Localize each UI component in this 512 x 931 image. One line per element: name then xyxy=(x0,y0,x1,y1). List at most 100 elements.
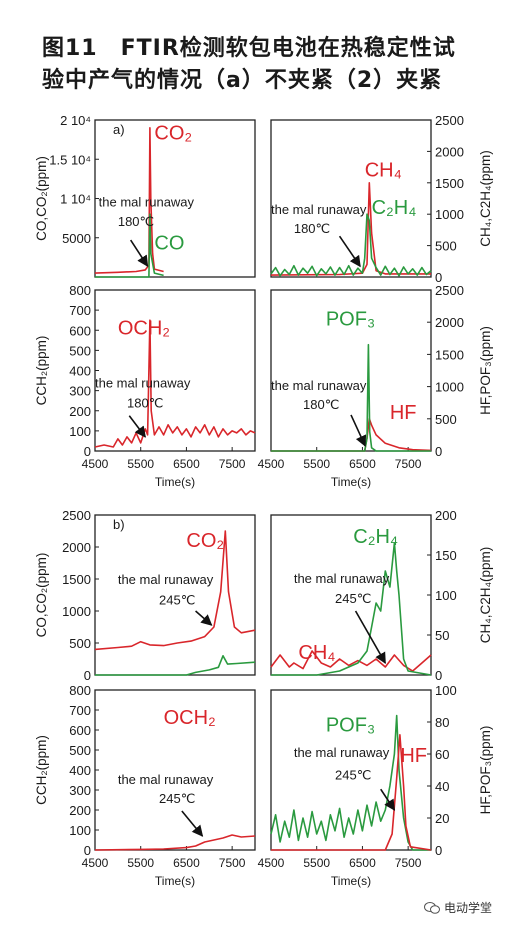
plot-frame xyxy=(94,289,256,452)
annotation-label: the mal runaway xyxy=(294,571,390,586)
y-tick-label: 2500 xyxy=(62,508,91,523)
annotation-label: HF xyxy=(400,745,427,767)
series-line-hf xyxy=(271,734,432,851)
x-tick-label: 4500 xyxy=(82,856,109,870)
y-tick-label: 2500 xyxy=(435,283,464,298)
chart-panel-b-top-left: 0 500 1000 1500 2000 2500 CO,CO₂(ppm) b) CO₂ the … xyxy=(34,508,256,683)
figure-title-line2: 验中产气的情况（a）不夹紧（2）夹紧 xyxy=(42,68,443,93)
annotation-label: OCH₂ xyxy=(118,317,170,339)
y-tick-label: 0 xyxy=(84,444,91,459)
y-axis-label: CH₄,C2H₄(ppm) xyxy=(478,547,493,644)
x-tick-label: 6500 xyxy=(349,457,376,471)
annotation-label: 245℃ xyxy=(335,768,371,783)
annotation-label: CO₂ xyxy=(154,123,192,145)
y-axis-label: HF,POF₃(ppm) xyxy=(478,326,493,415)
annotation-label: the mal runaway xyxy=(99,194,195,209)
y-tick-label: 200 xyxy=(435,508,457,523)
annotation-arrow xyxy=(181,810,204,837)
y-tick-label: 100 xyxy=(69,424,91,439)
annotation-arrow xyxy=(338,235,361,268)
y-tick-label: 600 xyxy=(69,323,91,338)
chart-panel-b-bottom-right: 0 20 40 60 80 100 4500 5500 6500 7500 Time(s) HF,PO… xyxy=(258,683,493,888)
y-tick-label: 2500 xyxy=(435,113,464,128)
y-tick-label: 5000 xyxy=(62,231,91,246)
panel-label: b) xyxy=(113,517,125,532)
annotation-label: CH₄ xyxy=(365,160,402,182)
figure-title-line1: 图11 FTIR检测软包电池在热稳定性试 xyxy=(42,36,456,61)
annotation-label: 180℃ xyxy=(294,221,330,236)
y-tick-label: 1000 xyxy=(435,207,464,222)
y-tick-label: 100 xyxy=(435,683,457,698)
y-axis-label: CCH₂(ppm) xyxy=(34,336,49,406)
y-tick-label: 0 xyxy=(84,668,91,683)
annotation-label: 245℃ xyxy=(159,791,195,806)
y-tick-label: 200 xyxy=(69,404,91,419)
y-tick-label: 0 xyxy=(435,668,442,683)
y-tick-label: 2000 xyxy=(62,540,91,555)
x-tick-label: 4500 xyxy=(82,457,109,471)
x-tick-label: 4500 xyxy=(258,457,285,471)
x-tick-label: 6500 xyxy=(349,856,376,870)
annotation-label: CO₂ xyxy=(186,530,224,552)
y-tick-label: 2 10⁴ xyxy=(60,113,91,128)
annotation-arrow xyxy=(380,788,396,811)
series-line-c2h4 xyxy=(270,213,432,277)
y-tick-label: 40 xyxy=(435,779,449,794)
chart-panel-a-top-left: 5000 1 10⁴ 1.5 10⁴ 2 10⁴ CO,CO₂(ppm) a) CO₂ CO t… xyxy=(34,113,256,278)
series-line-co xyxy=(95,213,164,278)
y-tick-label: 1500 xyxy=(435,347,464,362)
x-axis-label: Time(s) xyxy=(155,475,195,489)
annotation-label: the mal runaway xyxy=(271,202,367,217)
x-tick-label: 4500 xyxy=(258,856,285,870)
x-tick-label: 7500 xyxy=(219,856,246,870)
x-axis-label: Time(s) xyxy=(155,874,195,888)
wechat-icon xyxy=(424,901,440,914)
series-line-ch4 xyxy=(270,650,432,672)
x-tick-label: 7500 xyxy=(395,457,422,471)
plot-frame xyxy=(270,119,432,278)
x-tick-label: 5500 xyxy=(127,457,154,471)
y-tick-label: 1500 xyxy=(435,176,464,191)
y-tick-label: 50 xyxy=(435,628,449,643)
annotation-label: the mal runaway xyxy=(294,745,390,760)
y-tick-label: 500 xyxy=(69,636,91,651)
series-line-och2 xyxy=(94,319,256,448)
y-axis-label: CCH₂(ppm) xyxy=(34,735,49,805)
y-tick-label: 0 xyxy=(84,843,91,858)
y-tick-label: 1000 xyxy=(435,380,464,395)
series-line-co2 xyxy=(94,530,256,651)
annotation-label: the mal runaway xyxy=(95,376,191,391)
y-tick-label: 700 xyxy=(69,303,91,318)
annotation-label: the mal runaway xyxy=(118,572,214,587)
annotation-label: the mal runaway xyxy=(271,378,367,393)
chart-panel-a-bottom-left: 0 100 200 300 400 500 600 700 800 4500 5500 6500 750… xyxy=(34,283,256,489)
annotation-label: OCH₂ xyxy=(164,707,216,729)
y-tick-label: 400 xyxy=(69,364,91,379)
annotation-arrow xyxy=(128,415,146,438)
series-line-co xyxy=(95,655,256,676)
series-line-pof3 xyxy=(270,714,431,851)
y-tick-label: 700 xyxy=(69,703,91,718)
chart-panel-b-bottom-left: 0 100 200 300 400 500 600 700 800 4500 5500 6500 750… xyxy=(34,683,256,888)
y-tick-label: 600 xyxy=(69,723,91,738)
annotation-arrow xyxy=(129,239,149,267)
y-tick-label: 400 xyxy=(69,763,91,778)
x-tick-label: 7500 xyxy=(219,457,246,471)
y-axis-label: CO,CO₂(ppm) xyxy=(34,156,49,241)
y-tick-label: 300 xyxy=(69,783,91,798)
y-tick-label: 500 xyxy=(435,412,457,427)
annotation-arrow xyxy=(195,610,213,626)
x-tick-label: 7500 xyxy=(395,856,422,870)
annotation-label: POF₃ xyxy=(326,715,375,737)
y-tick-label: 800 xyxy=(69,683,91,698)
x-tick-label: 5500 xyxy=(303,856,330,870)
annotation-label: C₂H₄ xyxy=(372,197,417,219)
y-axis-label: CH₄,C2H₄(ppm) xyxy=(478,150,493,247)
x-axis-label: Time(s) xyxy=(331,475,371,489)
series-line-och2 xyxy=(94,834,256,851)
series-line-co2 xyxy=(94,127,164,274)
y-tick-label: 80 xyxy=(435,715,449,730)
series-line-c2h4 xyxy=(271,542,432,676)
x-tick-label: 5500 xyxy=(303,457,330,471)
